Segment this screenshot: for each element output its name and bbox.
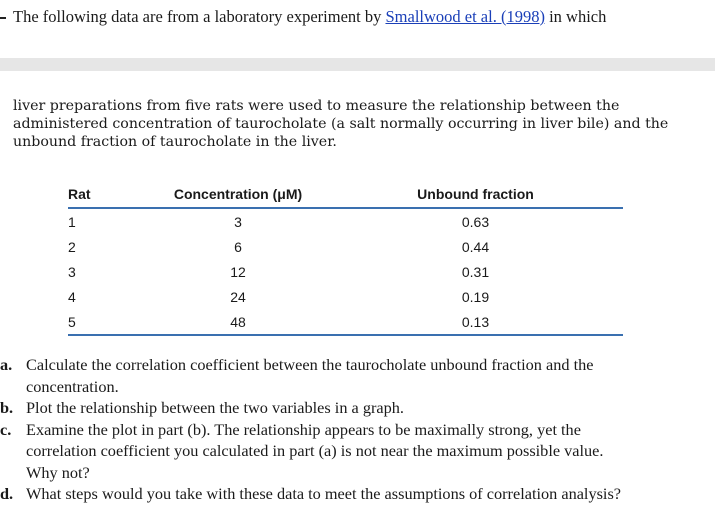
question-line: What steps would you take with these dat… (26, 484, 622, 503)
question-line: concentration. (26, 376, 119, 396)
question-d: d. What steps would you take with these … (0, 483, 715, 505)
question-line: Plot the relationship between the two va… (26, 398, 404, 417)
table-row: 4 24 0.19 (68, 284, 623, 309)
table-row: 1 3 0.63 (68, 208, 623, 234)
cell-concentration: 3 (234, 213, 242, 230)
cell-unbound-fraction: 0.31 (461, 263, 490, 280)
cell-unbound-fraction: 0.19 (461, 288, 490, 305)
table-row: 5 48 0.13 (68, 309, 623, 335)
question-label: c. (0, 419, 12, 439)
header-rat: Rat (68, 186, 91, 202)
intro-before-link: The following data are from a laboratory… (13, 7, 386, 26)
question-c: c. Examine the plot in part (b). The rel… (0, 419, 715, 484)
cell-rat: 5 (68, 313, 76, 330)
header-concentration: Concentration (μM) (173, 186, 303, 202)
question-label: b. (0, 398, 14, 417)
question-line: Examine the plot in part (b). The relati… (26, 419, 581, 439)
table-header-row: Rat Concentration (μM) Unbound fraction (68, 181, 623, 208)
intro-after-link: in which (544, 7, 607, 26)
header-unbound-fraction: Unbound fraction (417, 186, 534, 202)
cell-unbound-fraction: 0.13 (461, 313, 490, 330)
question-a: a. Calculate the correlation coefficient… (0, 354, 715, 397)
question-label: a. (0, 355, 13, 374)
question-line: Calculate the correlation coefficient be… (26, 355, 594, 374)
citation-link[interactable]: Smallwood et al. (1998) (385, 7, 545, 26)
question-line: correlation coefficient you calculated i… (26, 441, 604, 460)
cell-rat: 3 (68, 263, 76, 280)
table-row: 2 6 0.44 (68, 234, 623, 259)
cell-unbound-fraction: 0.63 (461, 213, 490, 230)
cell-rat: 2 (68, 238, 76, 255)
intro-text: The following data are from a laboratory… (0, 7, 715, 27)
cell-concentration: 24 (230, 288, 246, 305)
question-line: Why not? (26, 462, 90, 482)
paragraph-line: administered concentration of taurochola… (13, 116, 669, 132)
question-list: a. Calculate the correlation coefficient… (0, 354, 715, 505)
section-divider (0, 58, 715, 71)
cell-concentration: 6 (234, 238, 242, 255)
data-table: Rat Concentration (μM) Unbound fraction … (68, 181, 623, 336)
question-label: d. (0, 484, 14, 503)
paragraph-line: unbound fraction of taurocholate in the … (13, 134, 337, 150)
cell-concentration: 12 (230, 263, 246, 280)
paragraph-line: liver preparations from five rats were u… (13, 98, 620, 114)
question-b: b. Plot the relationship between the two… (0, 397, 715, 419)
cell-rat: 4 (68, 288, 76, 305)
description-paragraph: liver preparations from five rats were u… (13, 97, 703, 151)
table-row: 3 12 0.31 (68, 259, 623, 284)
cell-unbound-fraction: 0.44 (461, 238, 490, 255)
cell-rat: 1 (68, 213, 76, 230)
bullet-marker (0, 17, 6, 20)
cell-concentration: 48 (230, 313, 246, 330)
